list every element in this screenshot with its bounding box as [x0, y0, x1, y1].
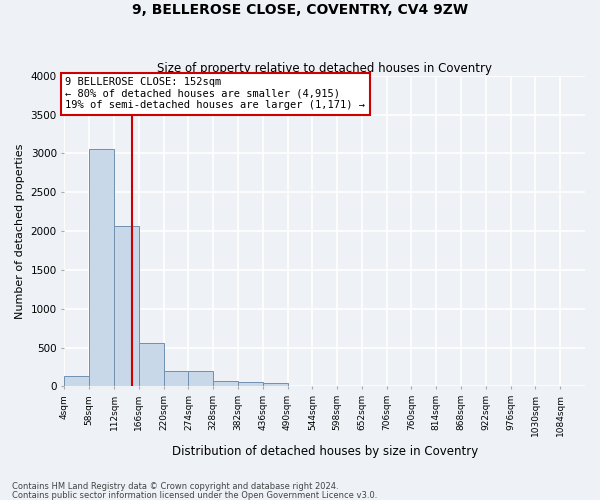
Bar — [114, 226, 139, 386]
Y-axis label: Number of detached properties: Number of detached properties — [15, 144, 25, 318]
Bar — [139, 343, 164, 386]
Bar — [188, 371, 213, 386]
Bar — [64, 376, 89, 386]
Bar — [238, 382, 263, 386]
Bar — [164, 371, 188, 386]
Title: Size of property relative to detached houses in Coventry: Size of property relative to detached ho… — [157, 62, 492, 74]
Text: 9, BELLEROSE CLOSE, COVENTRY, CV4 9ZW: 9, BELLEROSE CLOSE, COVENTRY, CV4 9ZW — [132, 2, 468, 16]
Bar — [263, 382, 287, 386]
Text: Contains public sector information licensed under the Open Government Licence v3: Contains public sector information licen… — [12, 490, 377, 500]
Bar — [213, 380, 238, 386]
Bar — [89, 148, 114, 386]
X-axis label: Distribution of detached houses by size in Coventry: Distribution of detached houses by size … — [172, 444, 478, 458]
Text: Contains HM Land Registry data © Crown copyright and database right 2024.: Contains HM Land Registry data © Crown c… — [12, 482, 338, 491]
Text: 9 BELLEROSE CLOSE: 152sqm
← 80% of detached houses are smaller (4,915)
19% of se: 9 BELLEROSE CLOSE: 152sqm ← 80% of detac… — [65, 77, 365, 110]
